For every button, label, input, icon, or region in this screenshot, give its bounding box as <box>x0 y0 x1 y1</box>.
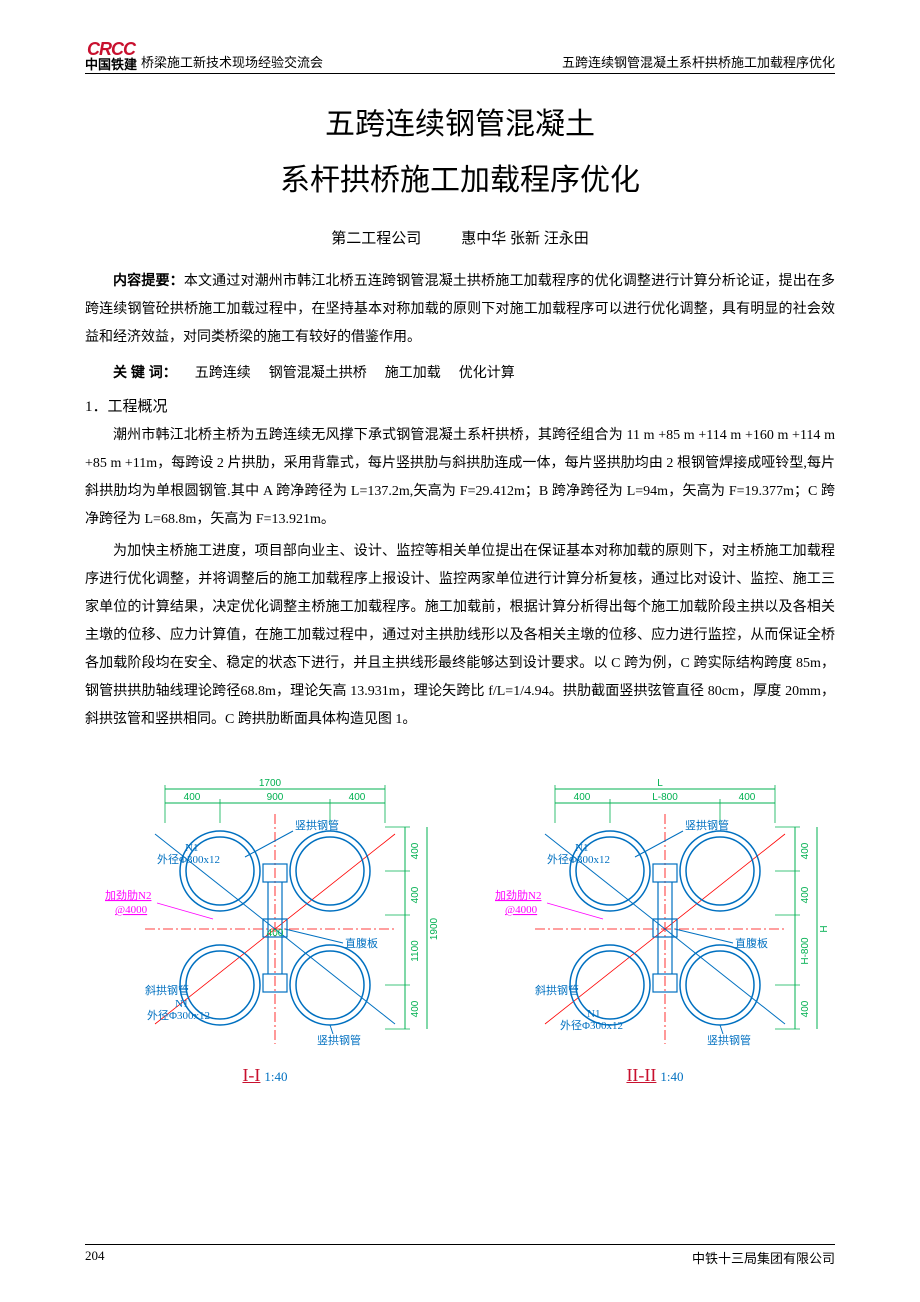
diagram-2: L 400 L-800 400 400 400 <box>475 769 835 1059</box>
logo: CRCC 中国铁建 <box>85 40 137 71</box>
svg-text:外径Φ300x12: 外径Φ300x12 <box>147 1009 210 1022</box>
kw-1: 钢管混凝土拱桥 <box>269 366 367 381</box>
logo-en: CRCC <box>87 40 135 58</box>
svg-text:竖拱钢管: 竖拱钢管 <box>707 1033 751 1047</box>
figure-left: 1700 400 900 400 400 <box>85 769 445 1086</box>
page-number: 204 <box>85 1248 105 1267</box>
svg-text:@4000: @4000 <box>115 904 148 916</box>
svg-text:外径Φ300x12: 外径Φ300x12 <box>547 853 610 866</box>
svg-text:1900: 1900 <box>429 917 440 940</box>
svg-text:N1: N1 <box>575 842 588 854</box>
cap-2-label: II-II <box>626 1065 656 1085</box>
kw-3: 优化计算 <box>459 366 515 381</box>
diagram-1: 1700 400 900 400 400 <box>85 769 445 1059</box>
svg-text:400: 400 <box>739 792 756 803</box>
svg-text:400: 400 <box>184 792 201 803</box>
svg-text:400: 400 <box>410 1000 421 1017</box>
byline: 第二工程公司 惠中华 张新 汪永田 <box>85 227 835 248</box>
svg-text:直腹板: 直腹板 <box>345 936 378 950</box>
svg-text:H: H <box>819 925 830 932</box>
svg-text:斜拱钢管: 斜拱钢管 <box>145 983 189 997</box>
footer-org: 中铁十三局集团有限公司 <box>692 1248 835 1267</box>
svg-text:900: 900 <box>267 792 284 803</box>
kw-2: 施工加载 <box>385 366 441 381</box>
svg-text:竖拱钢管: 竖拱钢管 <box>295 818 339 832</box>
svg-text:L: L <box>657 778 663 789</box>
svg-text:直腹板: 直腹板 <box>735 936 768 950</box>
svg-text:400: 400 <box>410 886 421 903</box>
section-1-head: 1．工程概况 <box>85 392 835 422</box>
kw-0: 五跨连续 <box>195 366 251 381</box>
cap-2-scale: 1:40 <box>660 1069 683 1084</box>
para-2: 为加快主桥施工进度，项目部向业主、设计、监控等相关单位提出在保证基本对称加载的原… <box>85 538 835 734</box>
byline-org: 第二工程公司 <box>331 231 421 247</box>
title-line1: 五跨连续钢管混凝土 <box>85 99 835 143</box>
cap-1-scale: 1:40 <box>264 1069 287 1084</box>
abstract-label: 内容提要： <box>113 272 184 288</box>
abstract-body: 本文通过对潮州市韩江北桥五连跨钢管混凝土拱桥施工加载程序的优化调整进行计算分析论… <box>85 274 835 345</box>
figure-1-caption: I-I 1:40 <box>85 1065 445 1086</box>
svg-text:加劲肋N2: 加劲肋N2 <box>495 888 541 902</box>
keywords: 关 键 词： 五跨连续 钢管混凝土拱桥 施工加载 优化计算 <box>85 358 835 388</box>
svg-text:400: 400 <box>267 928 284 939</box>
figure-row: 1700 400 900 400 400 <box>85 769 835 1086</box>
svg-text:加劲肋N2: 加劲肋N2 <box>105 888 151 902</box>
svg-text:1700: 1700 <box>259 778 282 789</box>
figure-2-caption: II-II 1:40 <box>475 1065 835 1086</box>
svg-text:400: 400 <box>800 842 811 859</box>
svg-text:竖拱钢管: 竖拱钢管 <box>685 818 729 832</box>
svg-text:@4000: @4000 <box>505 904 538 916</box>
figure-right: L 400 L-800 400 400 400 <box>475 769 835 1086</box>
page-header: CRCC 中国铁建 桥梁施工新技术现场经验交流会 五跨连续钢管混凝土系杆拱桥施工… <box>85 40 835 74</box>
logo-cn: 中国铁建 <box>85 58 137 71</box>
svg-text:竖拱钢管: 竖拱钢管 <box>317 1033 361 1047</box>
svg-text:400: 400 <box>349 792 366 803</box>
conference-name: 桥梁施工新技术现场经验交流会 <box>141 52 323 71</box>
kw-label: 关 键 词： <box>113 364 177 380</box>
svg-text:L-800: L-800 <box>652 792 678 803</box>
svg-text:外径Φ300x12: 外径Φ300x12 <box>157 853 220 866</box>
para-1: 潮州市韩江北桥主桥为五跨连续无风撑下承式钢管混凝土系杆拱桥，其跨径组合为 11 … <box>85 422 835 534</box>
title-line2: 系杆拱桥施工加载程序优化 <box>85 155 835 199</box>
svg-text:1100: 1100 <box>410 940 421 962</box>
svg-text:外径Φ300x12: 外径Φ300x12 <box>560 1019 623 1032</box>
svg-text:400: 400 <box>574 792 591 803</box>
byline-authors: 惠中华 张新 汪永田 <box>461 231 589 247</box>
svg-text:400: 400 <box>410 842 421 859</box>
header-left: CRCC 中国铁建 桥梁施工新技术现场经验交流会 <box>85 40 323 71</box>
page-footer: 204 中铁十三局集团有限公司 <box>85 1244 835 1267</box>
svg-text:400: 400 <box>800 886 811 903</box>
svg-text:400: 400 <box>800 1000 811 1017</box>
header-right: 五跨连续钢管混凝土系杆拱桥施工加载程序优化 <box>562 52 835 71</box>
abstract: 内容提要：本文通过对潮州市韩江北桥五连跨钢管混凝土拱桥施工加载程序的优化调整进行… <box>85 266 835 352</box>
svg-text:N1: N1 <box>587 1008 600 1020</box>
svg-text:H-800: H-800 <box>800 937 811 965</box>
svg-text:N1: N1 <box>185 842 198 854</box>
svg-text:斜拱钢管: 斜拱钢管 <box>535 983 579 997</box>
svg-text:N1: N1 <box>175 998 188 1010</box>
cap-1-label: I-I <box>242 1065 260 1085</box>
